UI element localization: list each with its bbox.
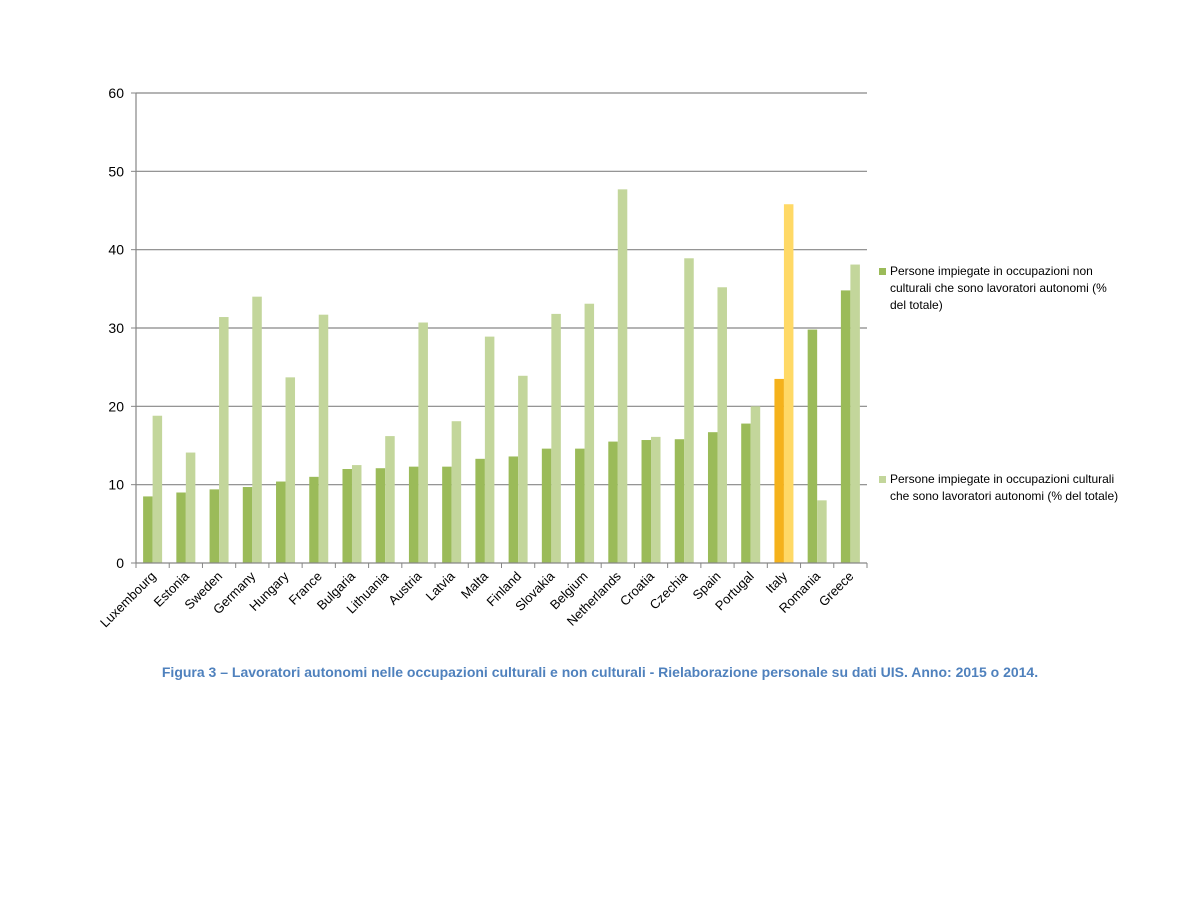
bar-cultural [651, 436, 661, 563]
bar-non-cultural [375, 468, 386, 563]
legend-label: Persone impiegate in occupazioni cultura… [890, 472, 1118, 503]
y-tick-label: 20 [108, 398, 124, 414]
bar-non-cultural [508, 456, 519, 563]
y-tick-label: 30 [108, 320, 124, 336]
legend-label: Persone impiegate in occupazioni non cult… [890, 264, 1107, 312]
bar-cultural [717, 287, 727, 563]
bar-cultural [617, 189, 628, 563]
bar-non-cultural [342, 469, 352, 563]
bar-non-cultural [309, 476, 319, 563]
bar-cultural [850, 264, 860, 563]
axes [135, 93, 868, 568]
bar-non-cultural [541, 448, 552, 563]
bar-cultural [418, 322, 428, 563]
bar-non-cultural [840, 290, 851, 563]
bar-cultural [551, 313, 561, 563]
bar-cultural [185, 452, 196, 563]
bar-non-cultural [176, 492, 186, 563]
y-tick-label: 40 [108, 242, 124, 258]
bar-non-cultural [674, 439, 685, 563]
bar-cultural [252, 296, 262, 563]
bar-cultural [684, 258, 694, 563]
bars [143, 189, 860, 563]
bar-non-cultural [641, 440, 652, 563]
y-tick-label: 60 [108, 85, 124, 101]
bar-cultural [783, 204, 794, 563]
bar-non-cultural [774, 378, 784, 563]
x-tick-label: Czechia [647, 568, 691, 612]
y-axis-ticks: 0 10 20 30 40 50 60 [108, 85, 136, 571]
bar-non-cultural [807, 329, 818, 563]
bar-cultural [451, 421, 462, 563]
x-tick-label: Italy [763, 568, 791, 596]
legend-swatch [879, 476, 886, 483]
y-tick-label: 10 [108, 477, 124, 493]
bar-cultural [385, 436, 395, 563]
bar-non-cultural [143, 496, 153, 563]
bar-cultural [318, 314, 329, 563]
bar-non-cultural [209, 489, 220, 563]
x-axis-labels: LuxembourgEstoniaSwedenGermanyHungaryFra… [97, 568, 856, 630]
bar-non-cultural [741, 423, 751, 563]
bar-cultural [351, 465, 362, 563]
bar-cultural [584, 303, 595, 563]
bar-cultural [484, 336, 495, 563]
bar-cultural [285, 377, 296, 563]
bar-non-cultural [608, 441, 618, 563]
figure-caption: Figura 3 – Lavoratori autonomi nelle occ… [161, 664, 1039, 680]
y-tick-label: 0 [116, 555, 124, 571]
bar-non-cultural [242, 487, 253, 563]
bar-non-cultural [276, 481, 286, 563]
x-tick-label: Greece [816, 569, 857, 610]
bar-non-cultural [575, 448, 585, 563]
x-tick-label: Austria [385, 568, 425, 608]
bar-cultural [518, 375, 528, 563]
bar-non-cultural [707, 432, 718, 563]
legend-swatch [879, 268, 886, 275]
bar-cultural [152, 415, 163, 563]
y-tick-label: 50 [108, 163, 124, 179]
bar-cultural [219, 317, 229, 563]
bar-cultural [817, 500, 827, 563]
bar-non-cultural [408, 466, 419, 563]
bar-cultural [750, 406, 761, 563]
x-tick-label: Latvia [423, 568, 459, 604]
bar-non-cultural [475, 458, 485, 563]
bar-non-cultural [442, 466, 452, 563]
legend: Persone impiegate in occupazioni non cult… [879, 264, 1118, 503]
